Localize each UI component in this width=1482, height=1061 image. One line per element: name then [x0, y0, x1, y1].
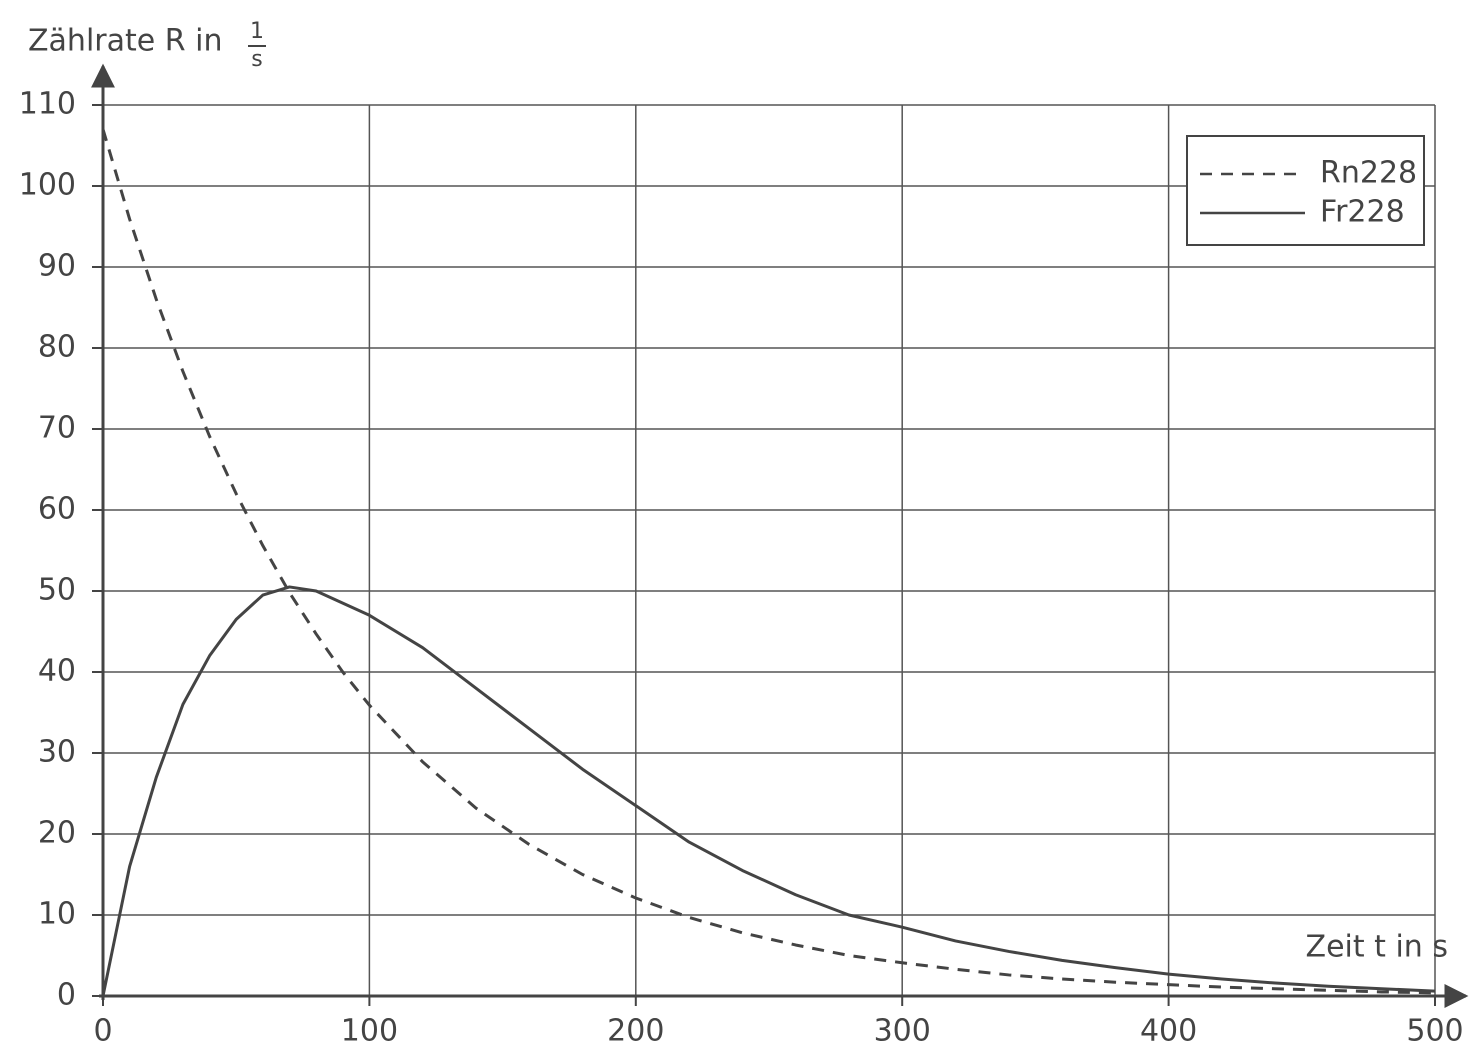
y-tick-label: 30 [38, 735, 76, 770]
x-tick-label: 300 [874, 1014, 931, 1049]
y-unit-numerator: 1 [250, 19, 264, 44]
series-line [101, 128, 1436, 995]
y-tick-label: 100 [19, 168, 76, 203]
legend [1186, 135, 1425, 246]
y-unit-denominator: s [251, 47, 262, 72]
y-tick-label: 90 [38, 249, 76, 284]
y-tick-label: 40 [38, 654, 76, 689]
y-tick-label: 10 [38, 897, 76, 932]
y-tick-label: 80 [38, 330, 76, 365]
y-tick-label: 50 [38, 573, 76, 608]
y-axis-label: Zählrate R in [28, 24, 223, 59]
x-tick-label: 100 [341, 1014, 398, 1049]
x-tick-label: 200 [607, 1014, 664, 1049]
x-axis-label: Zeit t in s [1306, 930, 1448, 965]
x-tick-label: 400 [1140, 1014, 1197, 1049]
y-tick-label: 0 [57, 978, 76, 1013]
y-tick-label: 70 [38, 411, 76, 446]
legend-label: Rn228 [1320, 156, 1417, 191]
x-tick-label: 500 [1406, 1014, 1463, 1049]
y-tick-label: 20 [38, 816, 76, 851]
legend-label: Fr228 [1320, 195, 1405, 230]
series-line [101, 585, 1436, 997]
y-tick-label: 60 [38, 492, 76, 527]
y-tick-label: 110 [19, 87, 76, 122]
x-tick-label: 0 [93, 1014, 112, 1049]
